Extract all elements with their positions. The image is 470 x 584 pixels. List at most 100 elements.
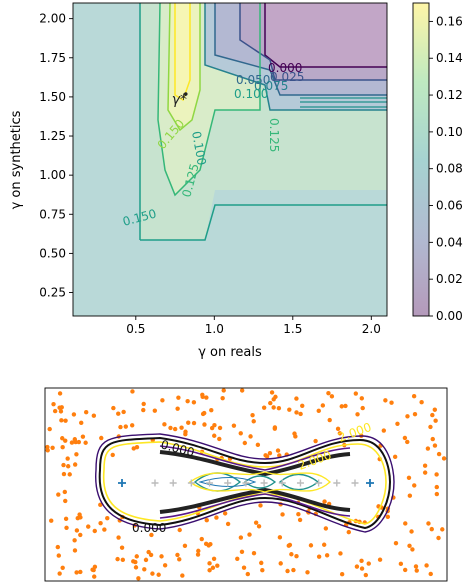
orange-point (180, 573, 185, 578)
grey-marker (278, 479, 286, 487)
orange-point (74, 570, 79, 575)
orange-point (238, 431, 243, 436)
contour-line-0000 (264, 3, 387, 68)
orange-point (191, 420, 197, 426)
orange-point (395, 421, 400, 426)
orange-point (434, 484, 439, 490)
orange-point (381, 428, 387, 433)
orange-point (212, 433, 217, 438)
orange-point (45, 448, 50, 453)
contour-line-0025 (239, 3, 387, 81)
orange-point (260, 568, 265, 573)
orange-point (280, 512, 285, 517)
orange-point (308, 543, 314, 548)
orange-point (52, 408, 58, 414)
orange-point (83, 409, 89, 415)
colorbar-ticks: 0.00 0.02 0.04 0.06 0.08 0.10 0.12 0.14 0.16 (429, 14, 463, 323)
orange-point (214, 515, 219, 520)
orange-point (141, 401, 146, 407)
grey-marker (315, 479, 323, 487)
orange-point (57, 391, 63, 396)
orange-point (204, 395, 209, 400)
orange-point (428, 571, 433, 577)
orange-point (322, 499, 327, 504)
orange-point (176, 395, 181, 400)
orange-point (271, 397, 276, 402)
grey-marker (169, 479, 177, 487)
orange-point (207, 568, 212, 573)
orange-point (65, 456, 70, 461)
orange-point (407, 493, 413, 498)
orange-point (429, 526, 434, 532)
colorbar-tick-label: 0.06 (436, 199, 463, 213)
orange-point (389, 400, 394, 405)
orange-point (335, 426, 341, 432)
orange-point (71, 412, 77, 417)
orange-point (60, 444, 65, 450)
grey-marker (333, 479, 341, 487)
y-tick-label: 1.75 (39, 51, 66, 65)
orange-point (162, 563, 168, 568)
decision-contours (95, 433, 395, 533)
colorbar-tick-label: 0.08 (436, 162, 463, 176)
orange-point (182, 543, 188, 549)
orange-point (235, 556, 240, 561)
orange-point (134, 445, 140, 450)
orange-point (105, 515, 110, 521)
optimum-label: γ* (172, 92, 187, 108)
orange-point (91, 567, 96, 573)
orange-point (133, 559, 138, 565)
orange-point (239, 549, 245, 554)
grey-marker (351, 479, 359, 487)
orange-point (65, 464, 71, 469)
y-tick-label: 0.75 (39, 207, 66, 221)
orange-point (86, 524, 91, 529)
orange-point (177, 557, 182, 562)
orange-point (422, 463, 428, 468)
orange-point (56, 492, 61, 497)
y-tick-label: 2.00 (39, 12, 66, 26)
orange-point (414, 568, 419, 573)
orange-point (102, 527, 107, 532)
orange-point (111, 405, 116, 411)
y-tick-label: 0.25 (39, 286, 66, 300)
y-axis: 0.25 0.50 0.75 1.00 1.25 1.50 1.75 2.00 (39, 12, 73, 300)
orange-point (200, 411, 206, 417)
orange-point (245, 571, 251, 577)
orange-point (263, 453, 268, 458)
scatter-panel: 0.000 2.000 2.000 0.000 (44, 387, 448, 582)
orange-point (200, 394, 205, 400)
orange-point (55, 544, 61, 550)
orange-point (326, 390, 331, 396)
orange-point (278, 561, 283, 566)
orange-point (248, 434, 253, 439)
orange-point (316, 408, 321, 414)
orange-point (136, 576, 141, 581)
orange-point (363, 572, 369, 578)
orange-point (441, 456, 447, 461)
colorbar-tick-label: 0.12 (436, 88, 463, 102)
contour-label: 0.050 (236, 73, 270, 87)
orange-point (98, 520, 103, 526)
orange-point (60, 436, 65, 441)
grey-marker (296, 479, 304, 487)
orange-point (251, 419, 256, 424)
orange-point (119, 545, 125, 550)
x-tick-label: 1.5 (283, 322, 302, 336)
y-tick-label: 1.00 (39, 168, 66, 182)
orange-point (217, 425, 223, 431)
orange-point (327, 417, 332, 423)
orange-point (78, 569, 83, 575)
orange-point (241, 565, 247, 570)
orange-point (60, 565, 65, 570)
orange-point (277, 453, 282, 458)
colorbar-tick-label: 0.16 (436, 14, 463, 28)
grey-marker (260, 479, 268, 487)
orange-point (440, 527, 445, 532)
orange-point (59, 418, 64, 423)
orange-point (58, 409, 64, 414)
orange-point (430, 436, 435, 442)
optimum-point (183, 92, 188, 96)
orange-point (149, 532, 154, 538)
